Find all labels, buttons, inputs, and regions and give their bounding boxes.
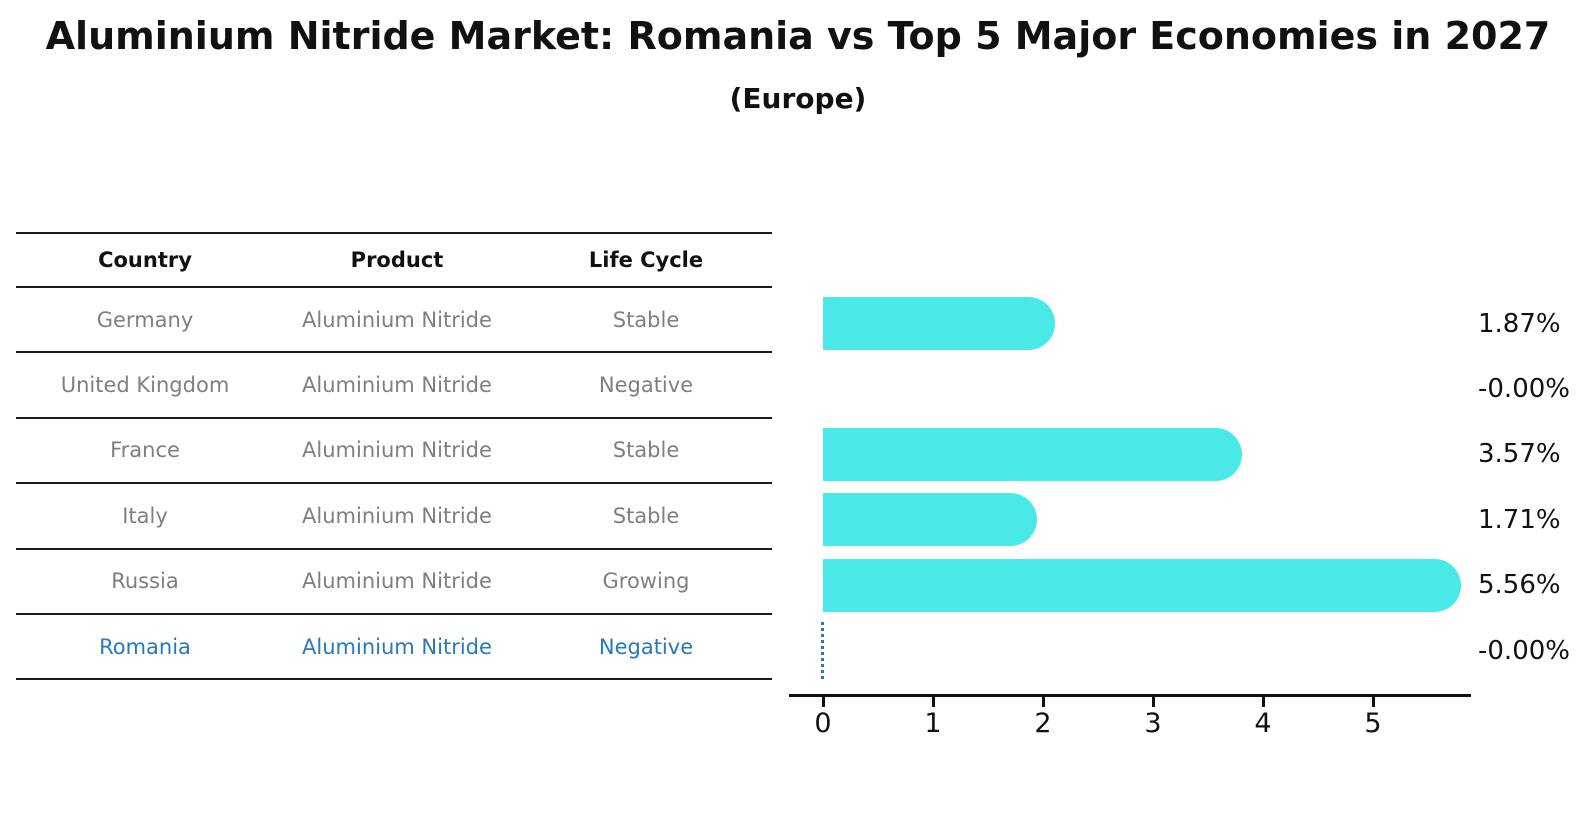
x-axis-tick-label: 0	[814, 708, 832, 739]
value-label: 1.87%	[1478, 308, 1561, 339]
x-axis-tick-label: 3	[1144, 708, 1162, 739]
value-label: 3.57%	[1478, 439, 1561, 470]
table-body: Germany Aluminium Nitride Stable United Kin…	[16, 288, 772, 681]
x-axis-tick	[1041, 697, 1045, 707]
x-axis-tick-label: 1	[924, 708, 942, 739]
cell-product: Aluminium Nitride	[302, 438, 492, 463]
x-axis-tick-label: 2	[1034, 708, 1052, 739]
column-header-country: Country	[98, 248, 192, 272]
cell-life-cycle: Negative	[598, 634, 694, 659]
x-axis-tick-label: 5	[1364, 708, 1382, 739]
country-table: Country Product Life Cycle Germany Alumin…	[16, 232, 772, 681]
page-title: Aluminium Nitride Market: Romania vs Top…	[45, 14, 1551, 58]
cell-product: Aluminium Nitride	[302, 307, 492, 332]
cell-product: Aluminium Nitride	[302, 373, 492, 398]
bar-germany	[823, 297, 1055, 350]
x-axis-tick	[1371, 697, 1375, 707]
bar-france	[823, 427, 1242, 481]
value-label: -0.00%	[1478, 635, 1570, 666]
cell-country: Russia	[111, 569, 179, 594]
x-axis-tick	[931, 697, 935, 707]
cell-life-cycle: Growing	[602, 569, 690, 594]
table-header-row: Country Product Life Cycle	[16, 234, 772, 288]
table-row: Italy Aluminium Nitride Stable	[16, 484, 772, 550]
table-row: France Aluminium Nitride Stable	[16, 419, 772, 485]
cell-country: Germany	[96, 307, 194, 332]
x-axis-tick	[821, 697, 825, 707]
cell-country: France	[110, 438, 180, 463]
value-label: -0.00%	[1478, 373, 1570, 404]
cell-product: Aluminium Nitride	[302, 634, 492, 659]
cell-country: Italy	[122, 503, 168, 528]
x-axis-tick	[1261, 697, 1265, 707]
value-label: 1.71%	[1478, 504, 1561, 535]
x-axis-tick-label: 4	[1254, 708, 1272, 739]
cell-life-cycle: Negative	[598, 373, 694, 398]
cell-country: United Kingdom	[60, 373, 230, 398]
romania-zero-dotted-line	[821, 621, 824, 679]
cell-product: Aluminium Nitride	[302, 569, 492, 594]
table-row: Russia Aluminium Nitride Growing	[16, 550, 772, 615]
x-axis-tick	[1151, 697, 1155, 707]
value-label: 5.56%	[1478, 570, 1561, 601]
bar-italy	[823, 493, 1038, 547]
cell-country: Romania	[99, 634, 191, 659]
cell-product: Aluminium Nitride	[302, 503, 492, 528]
page-subtitle: (Europe)	[729, 82, 867, 115]
table-row: Romania Aluminium Nitride Negative	[16, 615, 772, 681]
column-header-life-cycle: Life Cycle	[588, 248, 704, 272]
column-header-product: Product	[350, 248, 444, 272]
bar-russia	[823, 558, 1461, 612]
cell-life-cycle: Stable	[612, 438, 680, 463]
table-row: United Kingdom Aluminium Nitride Negative	[16, 353, 772, 419]
cell-life-cycle: Stable	[612, 503, 680, 528]
cell-life-cycle: Stable	[612, 307, 680, 332]
x-axis-line	[789, 694, 1471, 697]
table-row: Germany Aluminium Nitride Stable	[16, 288, 772, 354]
